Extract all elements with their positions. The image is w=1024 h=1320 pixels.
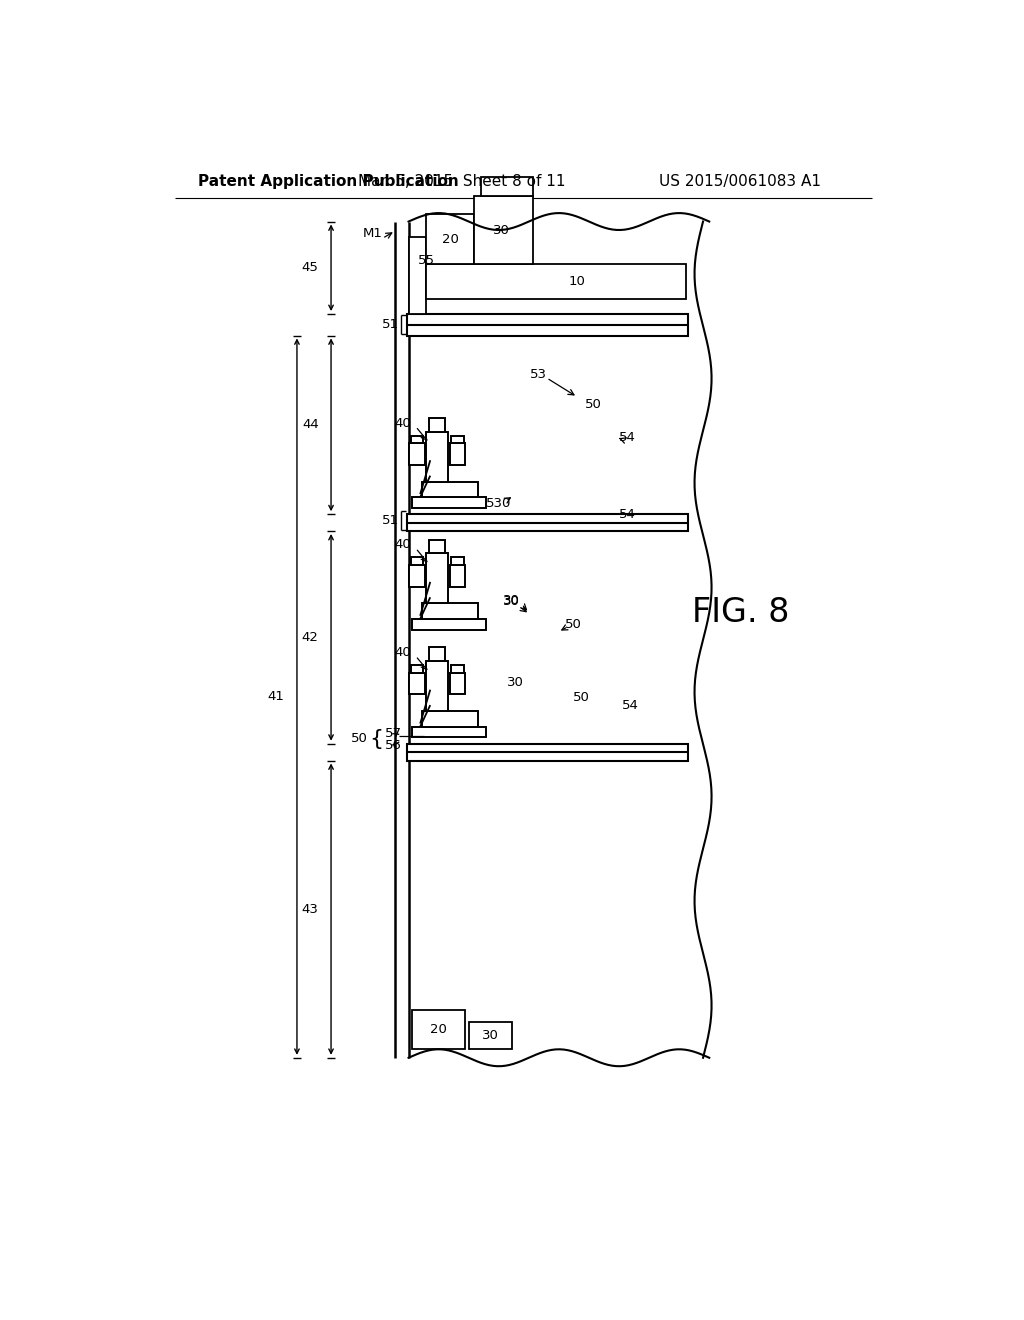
Bar	[469, 1022, 512, 1048]
Text: 30: 30	[482, 1028, 499, 1041]
Bar	[422, 482, 477, 498]
Text: 30: 30	[507, 676, 524, 689]
Bar	[452, 665, 464, 673]
Text: Mar. 5, 2015  Sheet 8 of 11: Mar. 5, 2015 Sheet 8 of 11	[357, 174, 565, 189]
Text: 30: 30	[494, 223, 510, 236]
Text: 56: 56	[385, 739, 401, 751]
Bar	[452, 557, 464, 565]
Bar	[450, 444, 465, 465]
Text: 50: 50	[573, 690, 590, 704]
Text: 42: 42	[302, 631, 318, 644]
Bar	[480, 177, 532, 197]
Text: 41: 41	[267, 690, 285, 704]
Text: 51: 51	[382, 513, 399, 527]
Text: 43: 43	[302, 903, 318, 916]
Bar	[426, 553, 449, 603]
Text: 50: 50	[585, 399, 601, 412]
Bar	[411, 436, 423, 444]
Bar	[407, 743, 687, 760]
Text: 54: 54	[622, 698, 639, 711]
Bar	[413, 726, 486, 738]
Text: 53: 53	[530, 367, 547, 380]
Text: 57: 57	[385, 727, 401, 741]
Bar	[410, 444, 425, 465]
Text: 54: 54	[620, 430, 636, 444]
Bar	[452, 436, 464, 444]
Bar	[413, 1010, 465, 1048]
Text: 20: 20	[430, 1023, 447, 1036]
Bar	[410, 565, 425, 586]
Bar	[422, 603, 477, 619]
Text: 54: 54	[620, 508, 636, 520]
Text: 30: 30	[503, 594, 520, 607]
Text: 30: 30	[503, 594, 520, 607]
Bar	[409, 238, 426, 314]
Text: 40: 40	[394, 647, 411, 659]
Text: 50: 50	[565, 618, 582, 631]
Bar	[474, 197, 532, 264]
Text: 40: 40	[394, 539, 411, 552]
Bar	[407, 515, 687, 531]
Text: 530: 530	[485, 496, 511, 510]
Text: 45: 45	[302, 261, 318, 275]
Bar	[429, 418, 445, 432]
Bar	[413, 619, 486, 630]
Text: US 2015/0061083 A1: US 2015/0061083 A1	[659, 174, 821, 189]
Text: 44: 44	[302, 418, 318, 432]
Bar	[429, 647, 445, 661]
Bar	[407, 314, 687, 335]
Text: 55: 55	[418, 253, 435, 267]
Bar	[422, 711, 477, 726]
Bar	[450, 565, 465, 586]
Bar	[411, 665, 423, 673]
Text: 40: 40	[394, 417, 411, 430]
Bar	[411, 557, 423, 565]
Bar	[426, 661, 449, 711]
Bar	[413, 498, 486, 508]
Bar	[450, 673, 465, 694]
Text: 20: 20	[442, 232, 459, 246]
Text: 51: 51	[382, 318, 399, 331]
Bar	[429, 540, 445, 553]
Text: M1: M1	[362, 227, 382, 240]
Bar	[426, 264, 686, 298]
Text: Patent Application Publication: Patent Application Publication	[198, 174, 459, 189]
Bar	[410, 673, 425, 694]
Bar	[426, 214, 474, 264]
Text: {: {	[370, 729, 384, 748]
Text: 50: 50	[350, 733, 368, 746]
Text: 10: 10	[569, 275, 586, 288]
Bar	[426, 432, 449, 482]
Text: FIG. 8: FIG. 8	[691, 597, 788, 630]
